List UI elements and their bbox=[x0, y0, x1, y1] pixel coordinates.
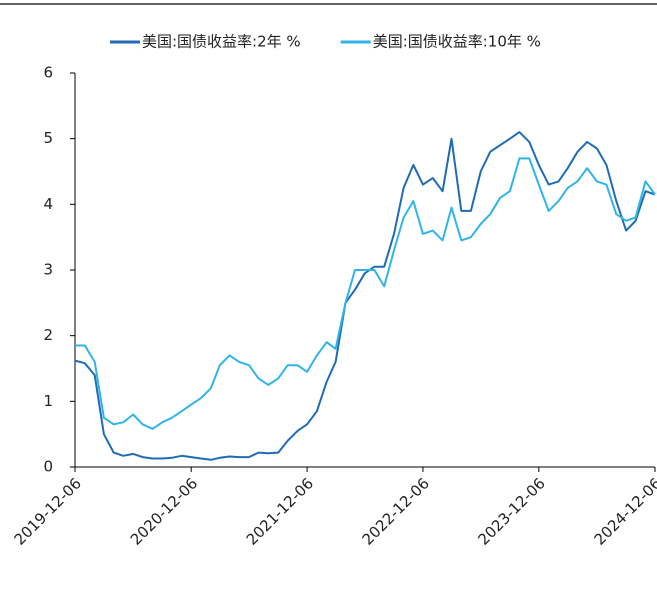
x-tick-label: 2022-12-06 bbox=[359, 474, 433, 548]
y-tick-label: 5 bbox=[43, 129, 53, 147]
legend-label: 美国:国债收益率:2年 % bbox=[142, 33, 301, 51]
x-tick-label: 2021-12-06 bbox=[243, 474, 317, 548]
x-tick-label: 2023-12-06 bbox=[474, 474, 548, 548]
x-tick-label: 2020-12-06 bbox=[127, 474, 201, 548]
legend-label: 美国:国债收益率:10年 % bbox=[373, 33, 541, 51]
x-tick-label: 2024-12-06 bbox=[591, 474, 657, 548]
y-tick-label: 0 bbox=[43, 458, 53, 476]
y-tick-label: 6 bbox=[43, 64, 53, 82]
series-line bbox=[74, 131, 656, 461]
x-tick-label: 2019-12-06 bbox=[11, 474, 85, 548]
y-tick-label: 3 bbox=[43, 261, 53, 279]
y-tick-label: 2 bbox=[43, 326, 53, 344]
y-tick-label: 1 bbox=[43, 392, 53, 410]
series-line bbox=[75, 157, 656, 430]
y-tick-label: 4 bbox=[43, 195, 53, 213]
